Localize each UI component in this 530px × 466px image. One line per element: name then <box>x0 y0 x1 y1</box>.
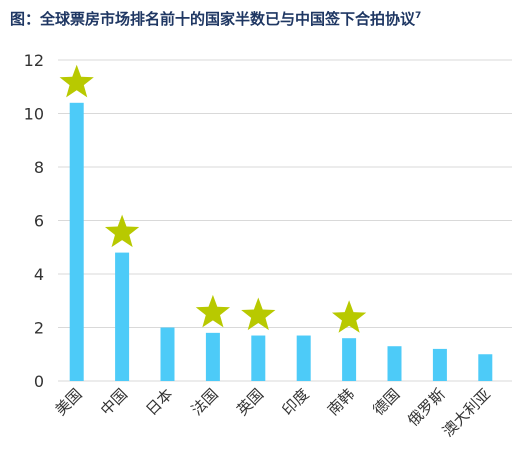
x-tick-label: 中国 <box>97 385 131 419</box>
x-tick-label: 印度 <box>279 385 313 419</box>
x-tick-label: 美国 <box>52 385 86 419</box>
x-tick-label: 俄罗斯 <box>404 385 449 430</box>
chart-title-footnote: 7 <box>415 11 422 21</box>
y-tick-label: 4 <box>34 265 44 284</box>
bar-9 <box>432 348 447 381</box>
star-markers <box>59 64 367 333</box>
x-tick-label: 日本 <box>142 385 176 419</box>
y-tick-label: 6 <box>34 212 44 231</box>
bars <box>69 102 493 382</box>
bar-5 <box>251 335 266 381</box>
grid-lines <box>58 59 512 382</box>
bar-6 <box>296 335 311 381</box>
star-marker <box>104 214 140 248</box>
y-tick-label: 12 <box>24 51 44 70</box>
x-tick-label: 德国 <box>369 385 403 419</box>
bar-10 <box>478 354 493 381</box>
chart-title-text: 图：全球票房市场排名前十的国家半数已与中国签下合拍协议 <box>10 10 416 28</box>
bar-8 <box>387 346 402 381</box>
x-tick-label: 澳大利亚 <box>439 385 494 440</box>
chart-title: 图：全球票房市场排名前十的国家半数已与中国签下合拍协议7 <box>10 8 421 29</box>
bar-7 <box>342 338 357 381</box>
y-axis-ticks: 0 2 4 6 8 10 12 <box>24 51 44 391</box>
bar-3 <box>160 327 175 381</box>
x-tick-label: 英国 <box>233 385 267 419</box>
bar-4 <box>205 332 220 381</box>
star-marker <box>195 294 231 328</box>
x-tick-label: 法国 <box>188 385 222 419</box>
bar-2 <box>115 252 130 381</box>
y-tick-label: 0 <box>34 372 44 391</box>
y-tick-label: 2 <box>34 319 44 338</box>
bar-1 <box>69 102 84 382</box>
star-marker <box>241 297 276 331</box>
x-tick-label: 南韩 <box>324 385 358 419</box>
star-marker <box>331 300 367 333</box>
y-tick-label: 8 <box>34 158 44 177</box>
y-tick-label: 10 <box>24 105 44 124</box>
star-marker <box>59 64 94 98</box>
